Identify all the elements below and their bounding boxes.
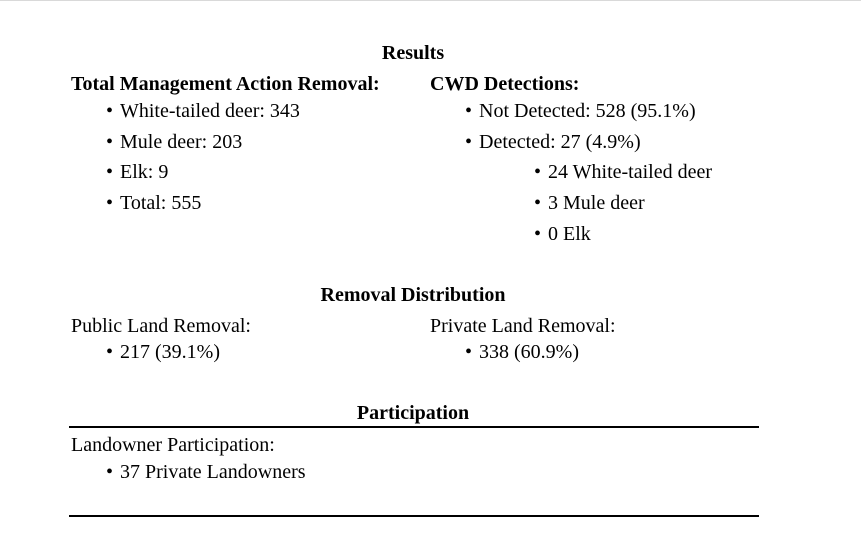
removal-title: Total Management Action Removal:: [71, 73, 380, 95]
cwd-sub-mule: 3 Mule deer: [548, 192, 645, 214]
results-heading: Results: [381, 42, 445, 64]
landowner-participation-label: Landowner Participation:: [71, 434, 275, 456]
public-land-label: Public Land Removal:: [71, 315, 251, 337]
cwd-sub-elk: 0 Elk: [548, 223, 591, 245]
top-border: [0, 0, 861, 1]
list-item: • Detected: 27 (4.9%): [465, 132, 641, 152]
list-item: • 37 Private Landowners: [106, 462, 306, 482]
cwd-sub-white-tailed: 24 White-tailed deer: [548, 161, 713, 183]
list-item: • 217 (39.1%): [106, 342, 220, 362]
removal-item-white-tailed: White-tailed deer: 343: [120, 100, 300, 122]
private-land-label: Private Land Removal:: [430, 315, 616, 337]
distribution-heading: Removal Distribution: [320, 284, 506, 306]
list-item: • Mule deer: 203: [106, 132, 242, 152]
bullet-icon: •: [465, 131, 473, 153]
list-item: • 338 (60.9%): [465, 342, 579, 362]
bullet-icon: •: [465, 341, 473, 363]
list-item: • 0 Elk: [534, 224, 591, 244]
cwd-title: CWD Detections:: [430, 73, 580, 95]
removal-item-total: Total: 555: [120, 192, 202, 214]
bullet-icon: •: [534, 223, 542, 245]
list-item: • White-tailed deer: 343: [106, 101, 300, 121]
bullet-icon: •: [106, 131, 114, 153]
bullet-icon: •: [534, 192, 542, 214]
bullet-icon: •: [106, 161, 114, 183]
bullet-icon: •: [106, 100, 114, 122]
bullet-icon: •: [106, 192, 114, 214]
divider: [69, 515, 759, 517]
cwd-item-not-detected: Not Detected: 528 (95.1%): [479, 100, 696, 122]
cwd-item-detected: Detected: 27 (4.9%): [479, 131, 641, 153]
list-item: • Total: 555: [106, 193, 201, 213]
bullet-icon: •: [106, 341, 114, 363]
bullet-icon: •: [534, 161, 542, 183]
landowner-count: 37 Private Landowners: [120, 461, 306, 483]
private-land-value: 338 (60.9%): [479, 341, 579, 363]
list-item: • Elk: 9: [106, 162, 168, 182]
removal-item-elk: Elk: 9: [120, 161, 169, 183]
bullet-icon: •: [465, 100, 473, 122]
removal-item-mule: Mule deer: 203: [120, 131, 243, 153]
divider: [69, 426, 759, 428]
participation-heading: Participation: [356, 402, 470, 424]
list-item: • 24 White-tailed deer: [534, 162, 712, 182]
list-item: • Not Detected: 528 (95.1%): [465, 101, 696, 121]
bullet-icon: •: [106, 461, 114, 483]
public-land-value: 217 (39.1%): [120, 341, 220, 363]
list-item: • 3 Mule deer: [534, 193, 645, 213]
